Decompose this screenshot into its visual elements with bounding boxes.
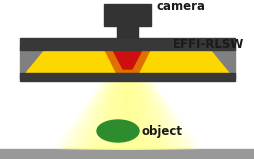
Bar <box>20 38 234 50</box>
Text: camera: camera <box>156 0 205 14</box>
Polygon shape <box>55 78 199 149</box>
Polygon shape <box>116 78 138 149</box>
Polygon shape <box>126 78 128 149</box>
Bar <box>117 26 137 38</box>
Bar <box>20 46 52 78</box>
Ellipse shape <box>97 120 138 142</box>
Polygon shape <box>60 78 194 149</box>
Bar <box>20 73 234 81</box>
Polygon shape <box>111 78 143 149</box>
Bar <box>202 46 234 78</box>
Bar <box>104 4 150 26</box>
Polygon shape <box>22 50 232 78</box>
Polygon shape <box>101 78 153 149</box>
Bar <box>0 149 254 159</box>
Polygon shape <box>75 78 179 149</box>
Polygon shape <box>96 78 158 149</box>
Text: EFFI-RLSW: EFFI-RLSW <box>172 38 243 51</box>
Polygon shape <box>70 78 184 149</box>
Polygon shape <box>113 50 141 69</box>
Polygon shape <box>86 78 168 149</box>
Polygon shape <box>81 78 173 149</box>
Polygon shape <box>91 78 163 149</box>
Polygon shape <box>121 78 133 149</box>
Text: object: object <box>141 124 182 138</box>
Polygon shape <box>65 78 189 149</box>
Polygon shape <box>105 50 149 78</box>
Polygon shape <box>106 78 148 149</box>
